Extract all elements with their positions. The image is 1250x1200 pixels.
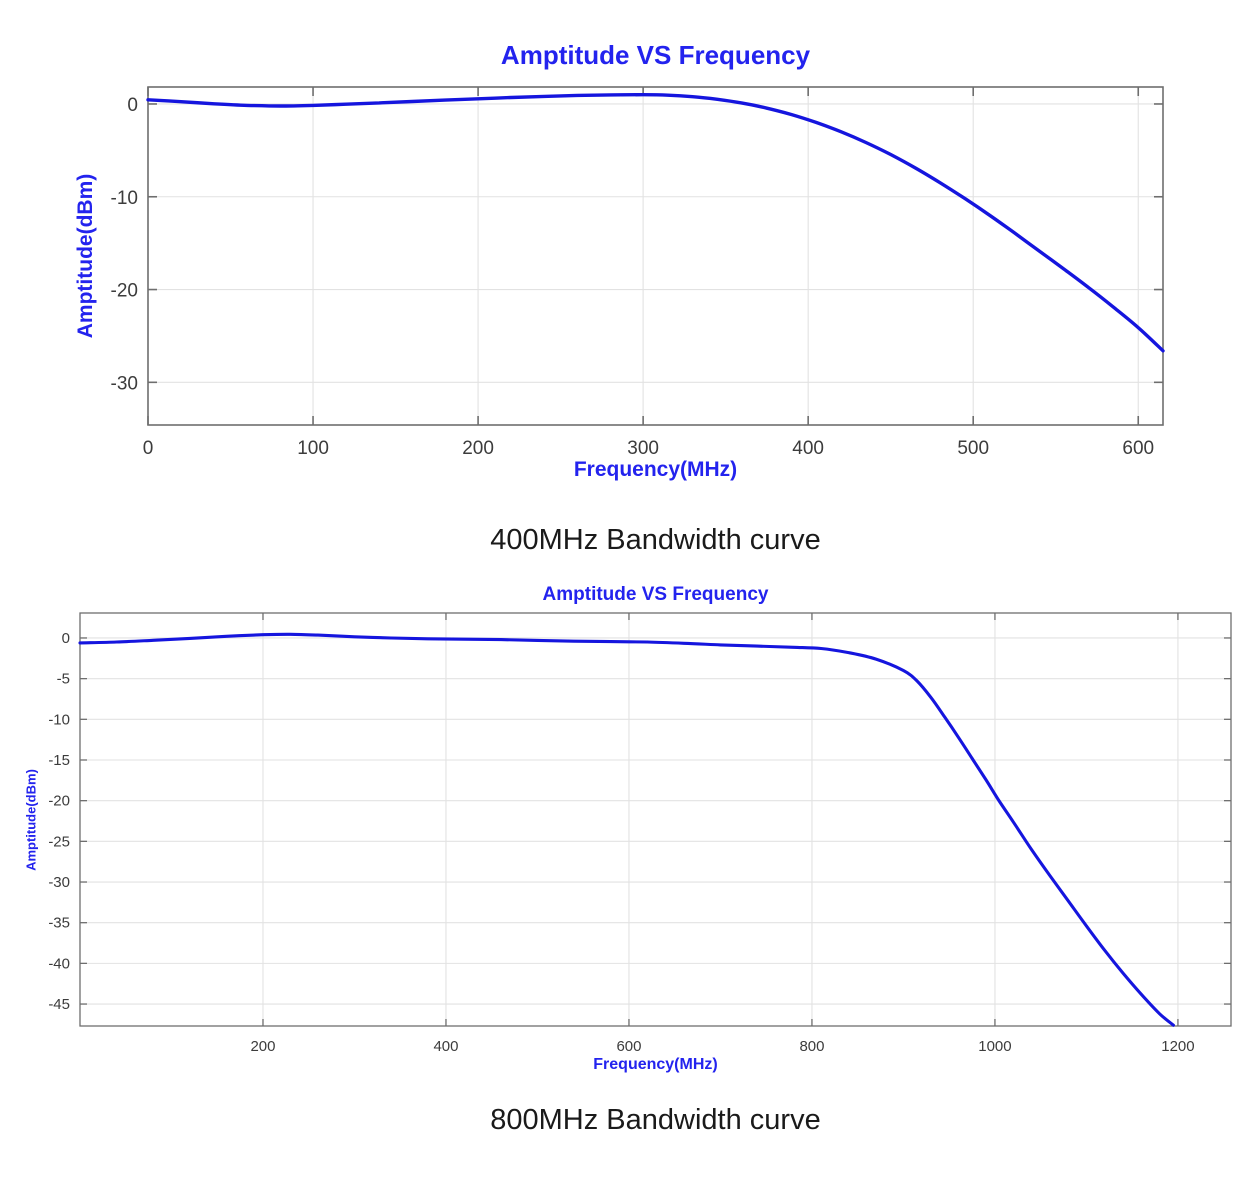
signal-curve [146, 93, 1165, 353]
chart-800-plot: 200 400 600 800 1000 1200 0 -5 -10 -15 -20 -25 -30 -3… [48, 612, 1232, 1055]
y-tick-label: -30 [48, 874, 70, 891]
chart-400-caption: 400MHz Bandwidth curve [490, 524, 821, 556]
y-tick-label: -30 [111, 373, 138, 394]
signal-curve [78, 632, 1175, 1027]
x-tick-label: 1000 [978, 1038, 1011, 1055]
chart-800-x-axis-label: Frequency(MHz) [593, 1056, 718, 1073]
x-tick-label: 100 [297, 438, 329, 459]
x-tick-label: 0 [143, 438, 154, 459]
x-tick-label: 200 [462, 438, 494, 459]
y-tick-label: -10 [48, 711, 70, 728]
chart-400-title: Amptitude VS Frequency [500, 40, 811, 70]
y-tick-label: 0 [127, 95, 138, 116]
y-tick-label: -5 [57, 671, 70, 688]
y-tick-label: -45 [48, 996, 70, 1013]
x-tick-label: 600 [616, 1038, 641, 1055]
x-tick-label: 200 [250, 1038, 275, 1055]
x-tick-label: 400 [433, 1038, 458, 1055]
y-tick-label: -20 [48, 793, 70, 810]
x-tick-label: 300 [627, 438, 659, 459]
chart-400-x-axis-label: Frequency(MHz) [573, 458, 738, 481]
y-tick-label: 0 [62, 630, 70, 647]
y-tick-label: -35 [48, 915, 70, 932]
chart-800-caption: 800MHz Bandwidth curve [490, 1104, 821, 1136]
x-tick-label: 400 [792, 438, 824, 459]
y-tick-label: -20 [111, 281, 138, 302]
x-tick-label: 1200 [1161, 1038, 1194, 1055]
y-tick-label: -25 [48, 833, 70, 850]
chart-400-plot: 0 100 200 300 400 500 600 0 -10 -20 -30 [111, 86, 1165, 459]
y-tick-label: -40 [48, 955, 70, 972]
x-tick-label: 800 [799, 1038, 824, 1055]
x-tick-label: 500 [957, 438, 989, 459]
y-tick-label: -15 [48, 752, 70, 769]
chart-800-title: Amptitude VS Frequency [542, 584, 769, 605]
x-tick-label: 600 [1122, 438, 1154, 459]
y-tick-label: -10 [111, 188, 138, 209]
